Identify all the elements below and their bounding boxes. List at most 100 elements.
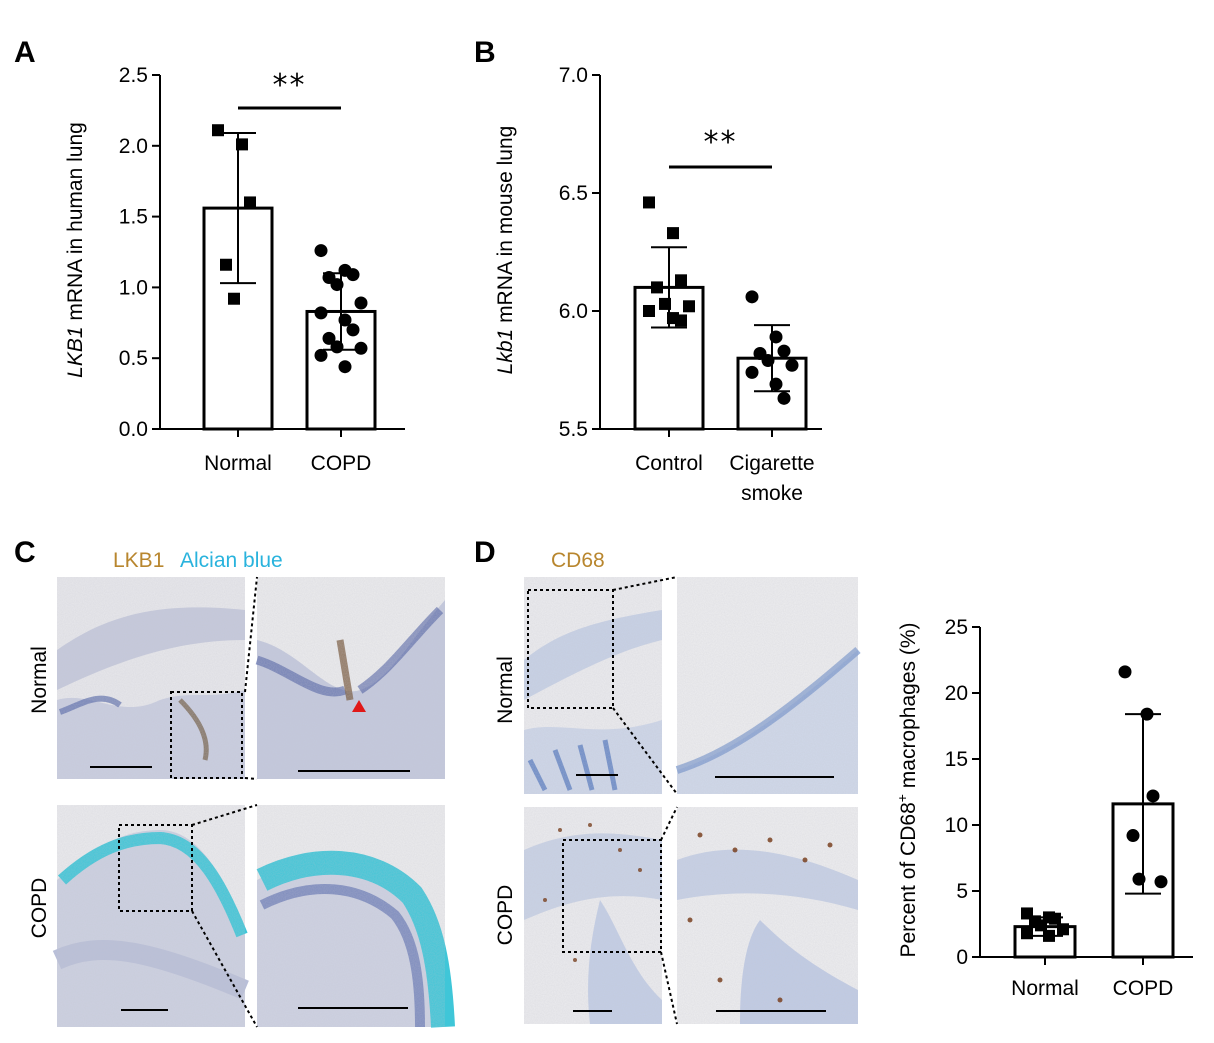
data-point-circle	[1146, 789, 1160, 803]
data-point-circle	[314, 306, 328, 320]
data-point-circle	[769, 377, 783, 391]
panel-letter-a: A	[14, 36, 36, 69]
data-point-circle	[745, 365, 759, 379]
data-point-square	[675, 274, 687, 287]
x-tick-label: COPD	[1113, 977, 1174, 1000]
micrograph-c-copd-overview	[52, 805, 249, 1027]
y-axis-label: Percent of CD68+ macrophages (%)	[894, 622, 920, 957]
y-tick-label: 0	[956, 946, 968, 969]
y-axis-label: LKB1 mRNA in human lung	[64, 122, 87, 378]
y-tick-label: 1.5	[119, 206, 148, 229]
data-point-square	[244, 196, 256, 209]
data-point-square	[1021, 927, 1033, 940]
data-point-circle	[1154, 875, 1168, 889]
x-tick-label: Normal	[204, 452, 272, 475]
data-point-square	[675, 314, 687, 327]
data-point-circle	[338, 313, 352, 327]
micrograph-d-copd-zoom	[677, 807, 858, 1024]
y-tick-label: 0.0	[119, 418, 148, 441]
x-tick-label: Normal	[1011, 977, 1079, 1000]
data-point-circle	[314, 244, 328, 258]
row-label-d-copd: COPD	[494, 885, 517, 946]
micrograph-c-copd-zoom	[256, 805, 455, 1028]
data-point-square	[1057, 923, 1069, 936]
stain-label-lkb1: LKB1	[113, 549, 164, 572]
micrograph-d-copd-overview	[524, 807, 662, 1024]
data-point-circle	[346, 323, 360, 337]
data-point-circle	[346, 268, 360, 282]
data-point-square	[1043, 929, 1055, 942]
data-point-circle	[785, 358, 799, 372]
row-label-d-normal: Normal	[494, 656, 517, 724]
y-tick-label: 6.0	[559, 300, 588, 323]
chart-b-lkb1-mouse: 5.5 6.0 6.5 7.0 Control Cigarette smoke Lkb1 mR…	[494, 64, 822, 505]
data-point-circle	[338, 360, 352, 374]
data-point-circle	[745, 290, 759, 304]
significance-label: **	[704, 125, 738, 160]
y-tick-label: 2.5	[119, 64, 148, 87]
y-tick-label: 20	[945, 682, 968, 705]
y-tick-label: 25	[945, 616, 968, 639]
panel-letter-c: C	[14, 536, 36, 569]
data-point-square	[667, 227, 679, 240]
data-point-square	[228, 292, 240, 305]
data-point-circle	[322, 331, 336, 345]
y-axis-label: Lkb1 mRNA in mouse lung	[494, 126, 517, 375]
data-point-circle	[777, 391, 791, 405]
row-label-c-copd: COPD	[28, 878, 51, 939]
data-point-circle	[314, 348, 328, 362]
y-tick-label: 6.5	[559, 182, 588, 205]
data-point-circle	[1126, 829, 1140, 843]
data-point-square	[212, 124, 224, 137]
significance-label: **	[273, 68, 307, 103]
micrograph-c-normal-zoom	[255, 577, 445, 779]
data-point-square	[659, 297, 671, 310]
zoom-box-d-copd	[562, 839, 662, 953]
y-tick-label: 1.0	[119, 276, 148, 299]
y-tick-label: 7.0	[559, 64, 588, 87]
zoom-box-c-normal	[170, 691, 243, 779]
y-tick-label: 15	[945, 748, 968, 771]
x-tick-label: COPD	[311, 452, 372, 475]
x-tick-label: Cigarette	[729, 452, 814, 475]
data-point-circle	[1140, 707, 1154, 721]
data-point-circle	[777, 344, 791, 358]
y-tick-label: 10	[945, 814, 968, 837]
y-tick-label: 5.5	[559, 418, 588, 441]
data-point-square	[651, 281, 663, 294]
data-point-square	[220, 258, 232, 271]
data-point-square	[1035, 919, 1047, 932]
data-point-square	[643, 196, 655, 209]
data-point-square	[236, 138, 248, 151]
zoom-box-c-copd	[118, 824, 193, 912]
row-label-c-normal: Normal	[28, 646, 51, 714]
arrowhead-icon	[352, 700, 366, 712]
zoom-box-d-normal	[527, 589, 614, 709]
data-point-circle	[330, 278, 344, 292]
data-point-square	[643, 305, 655, 317]
data-point-circle	[761, 354, 775, 368]
y-tick-label: 2.0	[119, 135, 148, 158]
y-tick-label: 5	[956, 880, 968, 903]
panel-letter-d: D	[474, 536, 496, 569]
data-point-circle	[330, 340, 344, 354]
data-point-circle	[1118, 665, 1132, 679]
data-point-square	[683, 300, 695, 313]
chart-a-lkb1-human: 0.0 0.5 1.0 1.5 2.0 2.5 Normal COPD LKB1 mRNA in…	[64, 64, 405, 475]
data-point-circle	[769, 330, 783, 344]
data-point-circle	[354, 296, 368, 310]
panel-letter-b: B	[474, 36, 496, 69]
stain-label-cd68: CD68	[551, 549, 605, 572]
data-point-circle	[354, 341, 368, 355]
data-point-circle	[1132, 872, 1146, 886]
stain-label-alcian-blue: Alcian blue	[180, 549, 283, 572]
data-point-square	[1049, 912, 1061, 925]
chart-d-cd68-macrophages: 0 5 10 15 20 25 Normal COPD Percent of CD68+ mac…	[894, 616, 1193, 1000]
micrograph-c-normal-overview	[57, 577, 245, 779]
micrograph-d-normal-zoom	[675, 577, 861, 794]
y-tick-label: 0.5	[119, 347, 148, 370]
x-tick-label: Control	[635, 452, 703, 475]
micrograph-d-normal-overview	[524, 577, 662, 794]
x-tick-label: smoke	[741, 482, 803, 505]
